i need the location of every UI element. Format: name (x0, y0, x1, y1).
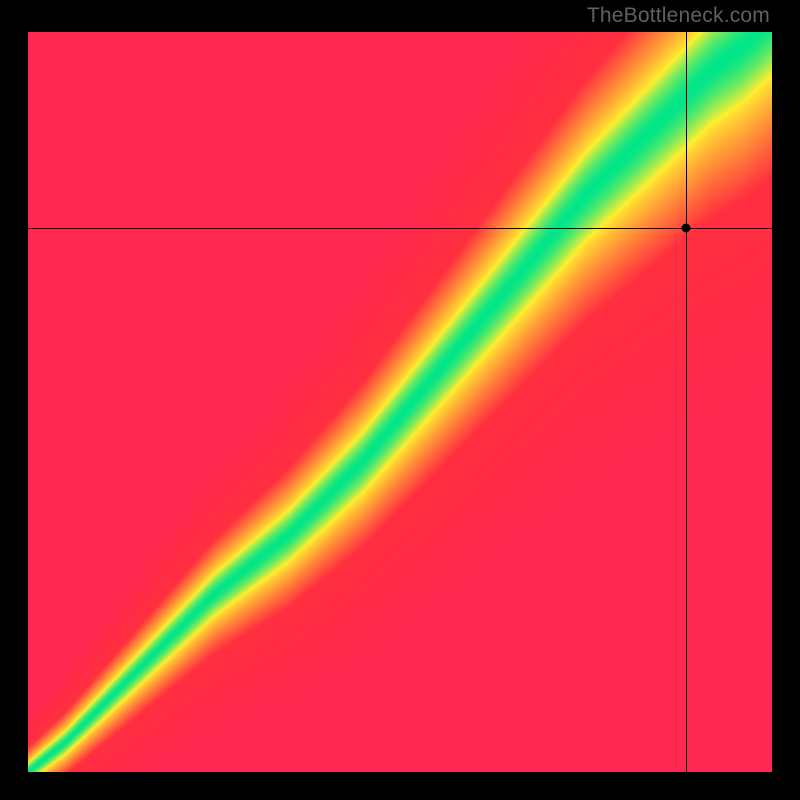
watermark-text: TheBottleneck.com (587, 4, 770, 28)
crosshair-horizontal-line (28, 228, 772, 229)
crosshair-marker-dot (682, 224, 691, 233)
root-container: TheBottleneck.com (0, 0, 800, 800)
heatmap-canvas (28, 32, 772, 772)
crosshair-vertical-line (686, 32, 687, 772)
heatmap-plot-area (28, 32, 772, 772)
